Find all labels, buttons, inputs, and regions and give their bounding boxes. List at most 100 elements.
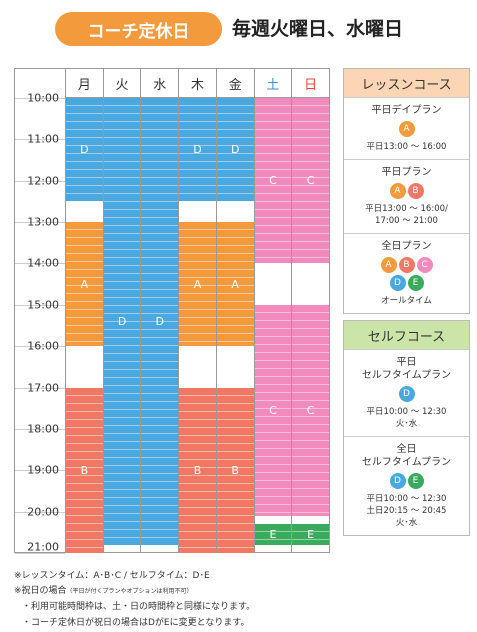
day-column	[102, 98, 141, 553]
hour-line	[15, 346, 65, 348]
hour-line	[15, 180, 65, 182]
note-small: （平日が付くプランやオプションは利用不可）	[66, 588, 193, 595]
time-block: D	[216, 98, 254, 202]
hour-line	[15, 304, 65, 306]
day-header: 月	[65, 69, 103, 98]
plan-time: 火･水	[395, 419, 418, 429]
note: ※レッスンタイム：A･B･C / セルフタイム：D･E	[14, 571, 210, 581]
time-label: 21:00	[27, 540, 59, 554]
block-label: D	[80, 143, 89, 157]
day-header: 土	[253, 69, 292, 98]
course-title: セルフコース	[344, 321, 469, 349]
plan-name: 平日プラン	[381, 167, 432, 178]
time-label: 10:00	[27, 91, 59, 105]
plan: 平日 セルフタイムプラン D 平日10:00 ～ 12:30 火･水	[344, 349, 469, 436]
note: ・コーチ定休日が祝日の場合はDがEに変更となります。	[22, 618, 250, 628]
hour-line	[15, 222, 65, 224]
hour-line	[15, 511, 65, 513]
block-label: C	[306, 403, 315, 417]
plan-time: 土日20:15 ～ 20:45	[366, 506, 447, 516]
badge: E	[407, 275, 424, 291]
time-block: E	[292, 524, 329, 545]
time-label: 12:00	[27, 174, 59, 188]
time-label: 16:00	[27, 339, 59, 353]
plan: 平日プラン A B 平日13:00 ～ 16:00/17:00 ～ 21:00	[344, 159, 469, 233]
course-title: レッスンコース	[344, 69, 469, 97]
hour-line	[15, 139, 65, 141]
block-label: D	[230, 143, 240, 157]
badge: B	[407, 183, 424, 199]
day-column	[178, 98, 216, 553]
badge: A	[389, 183, 406, 199]
hour-line	[15, 470, 65, 472]
time-block: A	[179, 222, 216, 347]
badge: A	[398, 121, 415, 137]
badge: A	[380, 257, 397, 273]
time-label: 18:00	[27, 422, 59, 436]
day-header: 木	[178, 69, 216, 98]
note: ※祝日の場合（平日が付くプランやオプションは利用不可）	[14, 583, 193, 596]
plan: 平日デイプラン A 平日13:00 ～ 16:00	[344, 97, 469, 159]
course-panel: レッスンコース 平日デイプラン A 平日13:00 ～ 16:00 平日プラン A B 平日1…	[343, 68, 470, 314]
plan-time: 平日10:00 ～ 12:30	[366, 407, 447, 417]
hour-line	[15, 553, 65, 554]
time-block: D	[179, 98, 216, 202]
day-header: 火	[102, 69, 141, 98]
timetable: 10:00 11:00 12:00 13:00 14:00 15:00 16:00 17:00…	[14, 68, 330, 554]
day-column	[291, 98, 329, 553]
plan-name: セルフタイムプラン	[361, 370, 452, 381]
day-column	[140, 98, 178, 553]
badge: D	[389, 275, 406, 291]
time-block: D	[103, 98, 141, 545]
badge: D	[398, 386, 415, 402]
closed-day-badge: コーチ定休日	[55, 12, 222, 46]
plan-time: 平日13:00 ～ 16:00	[366, 142, 447, 152]
day-column	[65, 98, 103, 553]
block-label: C	[269, 403, 277, 417]
block-label: B	[193, 463, 202, 477]
plan: 全日 セルフタイムプラン D E 平日10:00 ～ 12:30 土日20:15 ～ 20…	[344, 436, 469, 535]
time-block: B	[179, 387, 216, 553]
block-label: E	[307, 527, 315, 541]
plan-time: 火･水	[395, 518, 418, 528]
block-label: D	[117, 314, 127, 328]
block-label: C	[269, 174, 277, 188]
day-header: 金	[215, 69, 254, 98]
block-label: B	[80, 463, 89, 477]
time-label: 15:00	[27, 298, 59, 312]
note-text: ※祝日の場合	[14, 586, 67, 596]
badges: A	[377, 121, 437, 137]
time-label: 19:00	[27, 463, 59, 477]
plan-time: オールタイム	[381, 296, 432, 306]
time-block: C	[254, 98, 292, 264]
time-block: C	[292, 304, 329, 516]
badges: D	[377, 386, 437, 402]
badge: D	[389, 473, 406, 489]
plan-time: 平日10:00 ～ 12:30	[366, 494, 447, 504]
hour-line	[15, 98, 65, 99]
closed-day-text: 毎週火曜日、水曜日	[232, 18, 404, 40]
day-header: 水	[140, 69, 179, 98]
time-label: 11:00	[27, 132, 59, 146]
hour-line	[15, 428, 65, 430]
time-block: A	[66, 222, 103, 347]
badge: E	[407, 473, 424, 489]
plan-name: 全日プラン	[381, 241, 432, 252]
hour-line	[15, 263, 65, 265]
time-block: B	[216, 387, 254, 553]
plan: 全日プラン A B C D E オールタイム	[344, 233, 469, 313]
block-label: C	[306, 174, 315, 188]
note: ・利用可能時間枠は、土・日の時間枠と同様になります。	[22, 602, 256, 612]
block-label: A	[193, 277, 202, 291]
plan-name: セルフタイムプラン	[361, 457, 452, 468]
block-label: A	[80, 277, 89, 291]
day-header: 日	[291, 69, 329, 98]
time-block: D	[141, 98, 179, 545]
time-block: B	[66, 387, 103, 553]
time-label: 14:00	[27, 256, 59, 270]
time-label: 13:00	[27, 215, 59, 229]
time-block: C	[254, 304, 292, 516]
